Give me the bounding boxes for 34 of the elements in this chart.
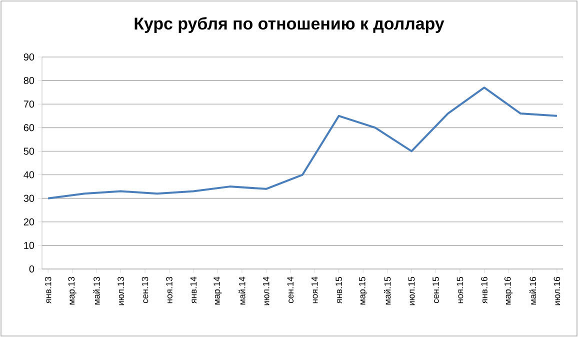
x-tick-label: янв.14 bbox=[190, 276, 197, 304]
y-tick-label: 10 bbox=[24, 242, 34, 249]
x-tick-label: ноя.15 bbox=[456, 276, 464, 304]
x-tick-label: янв.16 bbox=[481, 276, 488, 304]
x-tick-label: сен.14 bbox=[287, 276, 294, 304]
x-tick-label: сен.13 bbox=[142, 276, 148, 304]
y-tick-label: 40 bbox=[24, 171, 34, 178]
x-tick-label: май.14 bbox=[238, 276, 246, 305]
x-tick-label: мар.13 bbox=[68, 276, 76, 304]
x-tick-label: ноя.13 bbox=[166, 276, 172, 304]
x-tick-label: сен.15 bbox=[432, 276, 439, 304]
y-tick-label: 0 bbox=[29, 265, 34, 273]
y-tick-label: 90 bbox=[24, 53, 34, 61]
x-tick-label: июл.14 bbox=[263, 276, 270, 306]
chart-title: Курс рубля по отношению к доллару bbox=[134, 17, 444, 33]
x-tick-label: ноя.14 bbox=[311, 276, 318, 304]
y-tick-label: 30 bbox=[24, 194, 34, 202]
x-tick-label: янв.13 bbox=[44, 276, 52, 304]
x-tick-label: май.13 bbox=[93, 276, 100, 305]
x-tick-label: мар.15 bbox=[359, 276, 368, 304]
x-tick-label: янв.15 bbox=[336, 276, 342, 304]
x-tick-label: май.16 bbox=[529, 276, 536, 305]
y-tick-label: 80 bbox=[24, 77, 34, 84]
x-tick-label: июл.16 bbox=[554, 276, 560, 306]
y-tick-label: 50 bbox=[24, 148, 34, 155]
y-tick-label: 20 bbox=[24, 218, 34, 226]
x-tick-label: июл.15 bbox=[408, 276, 415, 306]
y-tick-label: 70 bbox=[24, 100, 34, 108]
y-tick-label: 60 bbox=[24, 124, 34, 132]
x-tick-label: май.15 bbox=[384, 276, 391, 305]
x-tick-label: мар.14 bbox=[214, 276, 222, 304]
line-series bbox=[47, 86, 558, 200]
x-tick-label: июл.13 bbox=[118, 276, 124, 306]
x-tick-label: мар.16 bbox=[504, 276, 513, 304]
